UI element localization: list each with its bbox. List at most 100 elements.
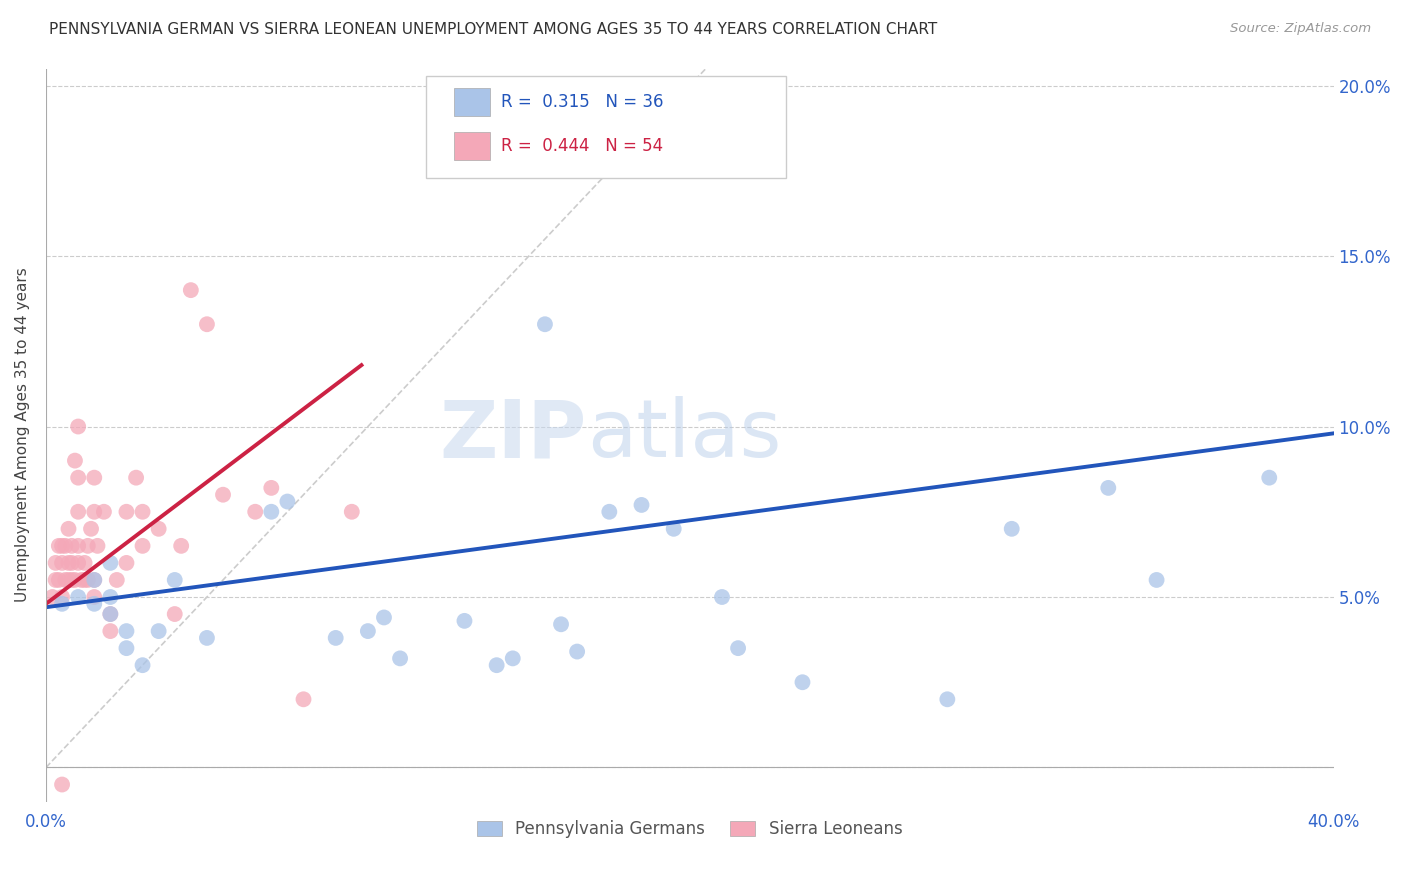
Point <box>502 651 524 665</box>
Point <box>131 539 153 553</box>
FancyBboxPatch shape <box>454 88 491 116</box>
Point <box>63 453 86 467</box>
Point <box>131 658 153 673</box>
Point <box>83 597 105 611</box>
Point <box>63 573 86 587</box>
Point <box>98 624 121 639</box>
Text: atlas: atlas <box>586 396 782 474</box>
Point <box>60 539 83 553</box>
Point <box>565 644 588 658</box>
Point <box>260 505 283 519</box>
Point <box>48 573 70 587</box>
Point <box>58 573 80 587</box>
Point <box>67 590 90 604</box>
Point <box>73 556 96 570</box>
Point <box>357 624 380 639</box>
Y-axis label: Unemployment Among Ages 35 to 44 years: Unemployment Among Ages 35 to 44 years <box>15 268 30 602</box>
Point <box>485 658 508 673</box>
Point <box>45 556 67 570</box>
Point <box>170 539 193 553</box>
Point <box>180 283 202 297</box>
Point <box>630 498 652 512</box>
Point <box>1097 481 1119 495</box>
Point <box>58 522 80 536</box>
Point <box>98 607 121 621</box>
Point <box>53 573 76 587</box>
Point <box>115 556 138 570</box>
Point <box>86 539 108 553</box>
Point <box>83 573 105 587</box>
Point <box>1001 522 1024 536</box>
Point <box>51 590 73 604</box>
Point <box>73 573 96 587</box>
Point <box>325 631 347 645</box>
Point <box>550 617 572 632</box>
Point <box>105 573 128 587</box>
Point <box>534 317 557 331</box>
Point <box>1146 573 1168 587</box>
Text: PENNSYLVANIA GERMAN VS SIERRA LEONEAN UNEMPLOYMENT AMONG AGES 35 TO 44 YEARS COR: PENNSYLVANIA GERMAN VS SIERRA LEONEAN UN… <box>49 22 938 37</box>
Point <box>373 610 395 624</box>
Point <box>212 488 235 502</box>
Point <box>389 651 412 665</box>
Point <box>163 573 186 587</box>
Text: Source: ZipAtlas.com: Source: ZipAtlas.com <box>1230 22 1371 36</box>
Point <box>260 481 283 495</box>
Text: R =  0.444   N = 54: R = 0.444 N = 54 <box>501 137 662 155</box>
Point <box>51 597 73 611</box>
Point <box>45 573 67 587</box>
Point <box>1258 471 1281 485</box>
Point <box>340 505 363 519</box>
Point <box>76 539 98 553</box>
Point <box>936 692 959 706</box>
Point <box>67 556 90 570</box>
Point <box>41 590 63 604</box>
Point <box>51 556 73 570</box>
Point <box>53 539 76 553</box>
Point <box>125 471 148 485</box>
Point <box>245 505 267 519</box>
Point <box>48 539 70 553</box>
Text: R =  0.315   N = 36: R = 0.315 N = 36 <box>501 94 664 112</box>
Point <box>711 590 734 604</box>
Point <box>131 505 153 519</box>
Point <box>662 522 685 536</box>
Point <box>60 556 83 570</box>
Point <box>76 573 98 587</box>
Point <box>115 641 138 656</box>
Point <box>83 471 105 485</box>
Point <box>163 607 186 621</box>
Point <box>70 573 93 587</box>
Point <box>67 419 90 434</box>
Text: ZIP: ZIP <box>440 396 586 474</box>
Point <box>98 607 121 621</box>
Point <box>80 522 103 536</box>
Point <box>195 631 218 645</box>
Point <box>67 539 90 553</box>
Point <box>83 590 105 604</box>
Point <box>115 624 138 639</box>
Point <box>60 573 83 587</box>
FancyBboxPatch shape <box>426 76 786 178</box>
Point <box>83 573 105 587</box>
Point <box>453 614 475 628</box>
Point <box>83 505 105 519</box>
Point <box>792 675 814 690</box>
Point <box>51 539 73 553</box>
Point <box>98 556 121 570</box>
Point <box>51 778 73 792</box>
Legend: Pennsylvania Germans, Sierra Leoneans: Pennsylvania Germans, Sierra Leoneans <box>471 814 910 845</box>
FancyBboxPatch shape <box>454 132 491 161</box>
Point <box>148 624 170 639</box>
Point <box>67 505 90 519</box>
Point <box>98 590 121 604</box>
Point <box>67 471 90 485</box>
Point <box>93 505 115 519</box>
Point <box>292 692 315 706</box>
Point <box>598 505 620 519</box>
Point <box>58 556 80 570</box>
Point <box>195 317 218 331</box>
Point <box>727 641 749 656</box>
Point <box>115 505 138 519</box>
Point <box>276 494 298 508</box>
